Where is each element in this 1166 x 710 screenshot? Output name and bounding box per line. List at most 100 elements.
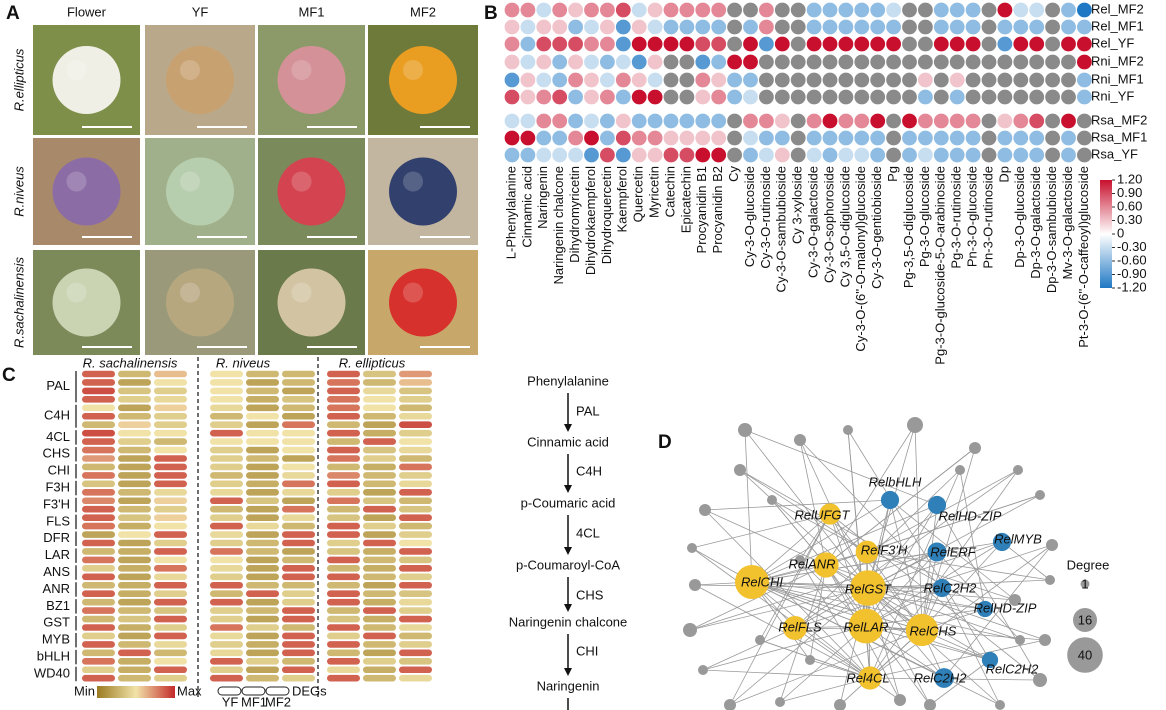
expression-bar — [154, 505, 187, 513]
network-node — [880, 490, 900, 510]
heat-cell — [504, 89, 520, 105]
heat-cell — [774, 19, 790, 35]
network-node — [1045, 575, 1055, 585]
photo-subject — [403, 171, 423, 192]
edge — [865, 504, 938, 627]
expression-bar — [154, 641, 187, 648]
edge — [867, 587, 901, 701]
heat-cell — [743, 72, 758, 88]
expression-bar — [327, 429, 360, 437]
heat-cell — [1013, 19, 1029, 35]
expression-bar — [118, 404, 151, 412]
expression-bar — [118, 514, 151, 521]
expression-bar — [399, 446, 432, 454]
network-node — [795, 555, 805, 565]
heat-cell — [663, 19, 679, 35]
heat-cell — [600, 72, 615, 88]
metabolite: p-Coumaric acid — [521, 495, 616, 510]
photo-subject — [52, 268, 121, 337]
expression-bar — [210, 666, 243, 674]
expression-bar — [363, 641, 396, 648]
expression-bar — [154, 539, 187, 547]
expression-bar — [363, 505, 396, 513]
heat-cell — [1045, 72, 1060, 88]
gene-label: 4CL — [46, 429, 70, 444]
heat-cell — [552, 36, 568, 52]
expression-bar — [82, 539, 115, 547]
heat-cell — [1077, 113, 1092, 129]
edge — [751, 513, 831, 583]
network-node — [905, 613, 939, 647]
heat-cell — [1077, 130, 1092, 146]
heat-cell — [997, 130, 1013, 146]
heat-cell — [854, 147, 870, 163]
network-node — [924, 699, 936, 710]
expression-bar — [282, 565, 315, 572]
expression-bar — [363, 548, 396, 555]
heat-cell — [854, 2, 870, 18]
expression-bar — [399, 565, 432, 572]
heat-cell — [838, 19, 854, 35]
expression-bar — [327, 573, 360, 581]
expression-bar — [363, 615, 396, 623]
column-label: Quercetin — [631, 166, 646, 222]
expression-bar — [246, 370, 279, 378]
enzyme: CHS — [576, 587, 604, 602]
edge — [751, 504, 938, 583]
column-label: Cy-3-O-sambubioside — [774, 166, 789, 292]
arrow-head — [564, 668, 572, 676]
row-header: R.ellipticus — [11, 48, 26, 111]
expression-bar — [327, 379, 360, 386]
column-header: Flower — [67, 4, 107, 19]
heat-cell — [1061, 113, 1076, 129]
expression-bar — [246, 531, 279, 538]
expression-bar — [327, 649, 360, 657]
edge — [704, 499, 891, 511]
expression-bar — [154, 548, 187, 555]
expression-bar — [118, 590, 151, 597]
heat-cell — [504, 36, 520, 52]
expression-bar — [246, 641, 279, 648]
network-node — [855, 540, 879, 564]
column-label: Pg — [885, 166, 900, 182]
heat-cell — [711, 130, 727, 146]
expression-bar — [399, 615, 432, 623]
expression-bar — [363, 489, 396, 496]
expression-bar — [210, 497, 243, 505]
expression-bar — [82, 412, 115, 420]
heat-cell — [933, 72, 949, 88]
expression-bar — [282, 472, 315, 479]
photo-subject — [166, 268, 234, 337]
heat-cell — [647, 72, 663, 88]
expression-bar — [210, 607, 243, 614]
expression-bar — [82, 438, 115, 445]
heat-cell — [886, 113, 901, 129]
expression-bar — [118, 472, 151, 479]
edge — [867, 494, 1041, 589]
heat-cell — [774, 113, 790, 129]
expression-bar — [282, 421, 315, 428]
network-node — [981, 651, 999, 669]
heat-cell — [663, 147, 679, 163]
heat-cell — [1045, 113, 1060, 129]
expression-bar — [327, 615, 360, 623]
edge — [751, 541, 1003, 583]
heat-cell — [981, 130, 997, 146]
column-label: Epicatechin — [678, 166, 693, 233]
expression-bar — [327, 624, 360, 631]
column-label: Pn-3-O-rutinoside — [980, 166, 995, 269]
photo-subject — [66, 60, 87, 80]
edge — [799, 439, 943, 589]
column-label: Pg-3,5-O-diglucoside — [901, 166, 916, 288]
stage-label: MF1 — [241, 694, 267, 709]
heat-cell — [711, 19, 727, 35]
heat-cell — [695, 147, 711, 163]
expression-bar — [399, 641, 432, 648]
expression-bar — [327, 666, 360, 674]
expression-bar — [399, 539, 432, 547]
heat-cell — [981, 89, 997, 105]
expression-bar — [282, 396, 315, 403]
node-label: RelC2H2 — [924, 580, 978, 595]
heat-cell — [1061, 2, 1076, 18]
expression-bar — [363, 565, 396, 572]
